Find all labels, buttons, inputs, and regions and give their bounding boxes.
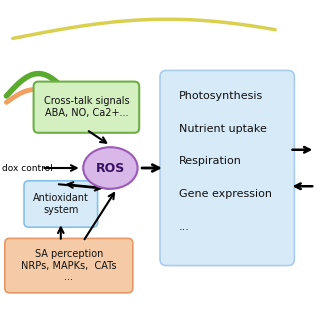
Text: Gene expression: Gene expression [179,189,272,199]
Text: ...: ... [179,221,190,232]
Text: dox control: dox control [2,164,52,172]
Text: Antioxidant
system: Antioxidant system [33,193,89,215]
Text: SA perception
NRPs, MAPKs,  CATs
...: SA perception NRPs, MAPKs, CATs ... [21,249,116,282]
FancyBboxPatch shape [24,181,98,227]
Text: Nutrient uptake: Nutrient uptake [179,124,267,134]
Text: Photosynthesis: Photosynthesis [179,91,263,101]
FancyBboxPatch shape [34,82,139,133]
Text: ROS: ROS [96,162,125,174]
FancyBboxPatch shape [160,70,294,266]
Ellipse shape [83,147,138,189]
Text: Cross-talk signals
ABA, NO, Ca2+...: Cross-talk signals ABA, NO, Ca2+... [44,96,129,118]
FancyBboxPatch shape [5,238,133,293]
Text: Respiration: Respiration [179,156,242,166]
